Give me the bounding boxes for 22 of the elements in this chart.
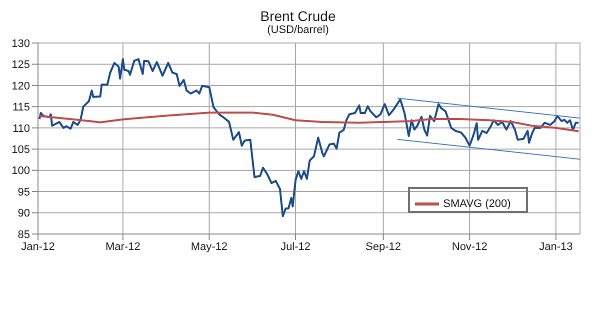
line-series xyxy=(38,112,580,132)
x-tick-label: Jul-12 xyxy=(280,240,311,253)
x-tick-label: Jan-12 xyxy=(21,240,55,253)
y-tick-label: 120 xyxy=(12,80,30,92)
y-tick-label: 85 xyxy=(18,228,30,241)
y-tick-label: 105 xyxy=(12,144,30,156)
y-tick-label: 95 xyxy=(18,186,30,198)
x-tick-label: Mar-12 xyxy=(105,240,140,253)
line-series xyxy=(38,58,580,218)
y-tick-label: 90 xyxy=(18,208,30,220)
x-tick-label: Sep-12 xyxy=(366,240,402,253)
chart-subtitle: (USD/barrel) xyxy=(267,24,329,36)
x-tick-label: Nov-12 xyxy=(452,240,488,253)
y-tick-label: 100 xyxy=(12,165,30,178)
x-tick-label: May-12 xyxy=(190,240,228,253)
y-tick-label: 130 xyxy=(12,38,30,50)
y-tick-label: 115 xyxy=(12,102,30,114)
legend-label: SMAVG (200) xyxy=(443,198,511,210)
chart-title: Brent Crude xyxy=(260,8,336,24)
x-tick-label: Jan-13 xyxy=(539,240,573,253)
y-tick-label: 125 xyxy=(12,59,30,72)
y-tick-label: 110 xyxy=(12,122,30,135)
